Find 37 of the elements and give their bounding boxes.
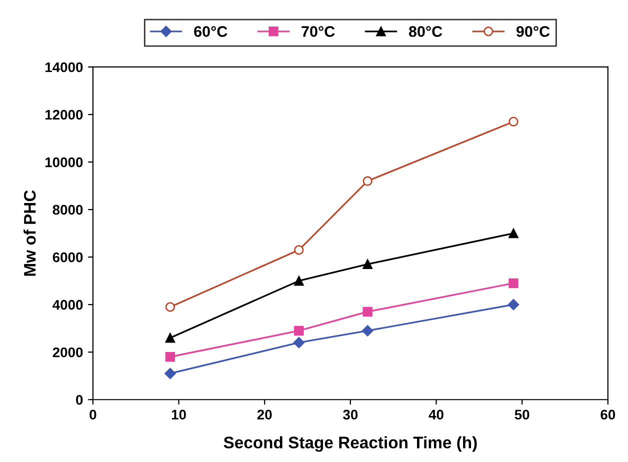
- point: [294, 276, 304, 286]
- point: [508, 278, 518, 288]
- y-tick-label: 6000: [52, 252, 83, 262]
- point: [294, 326, 304, 336]
- y-axis-title: Mw of PHC: [24, 190, 36, 276]
- point: [508, 228, 518, 238]
- x-tick-label: 30: [343, 410, 358, 420]
- point: [362, 259, 372, 270]
- point: [508, 116, 518, 126]
- x-tick-label: 20: [257, 410, 272, 420]
- x-axis-title: Second Stage Reaction Time (h): [224, 436, 477, 452]
- y-tick-label: 10000: [45, 157, 83, 168]
- legend-label: 80°C: [408, 26, 442, 37]
- y-tick-label: 0: [76, 394, 83, 405]
- legend-label: 70°C: [302, 26, 335, 37]
- point: [164, 368, 176, 380]
- x-tick-label: 10: [172, 410, 186, 420]
- y-tick-label: 8000: [52, 204, 83, 215]
- legend-label: 60°C: [194, 26, 228, 37]
- x-tick-label: 40: [428, 410, 444, 420]
- point: [508, 298, 520, 310]
- y-tick-label: 12000: [45, 110, 83, 120]
- y-tick-label: 2000: [52, 347, 83, 358]
- x-tick-label: 0: [90, 410, 96, 420]
- point: [362, 325, 374, 336]
- point: [165, 302, 176, 312]
- point: [294, 245, 304, 255]
- legend-label: 90°C: [516, 26, 550, 37]
- point: [293, 337, 305, 348]
- point: [165, 332, 176, 343]
- y-tick-label: 14000: [45, 62, 83, 72]
- x-tick-label: 60: [600, 410, 616, 420]
- x-tick-label: 50: [514, 410, 530, 420]
- point: [362, 176, 372, 186]
- point: [165, 352, 176, 362]
- y-tick-label: 4000: [52, 300, 83, 310]
- point: [362, 306, 372, 317]
